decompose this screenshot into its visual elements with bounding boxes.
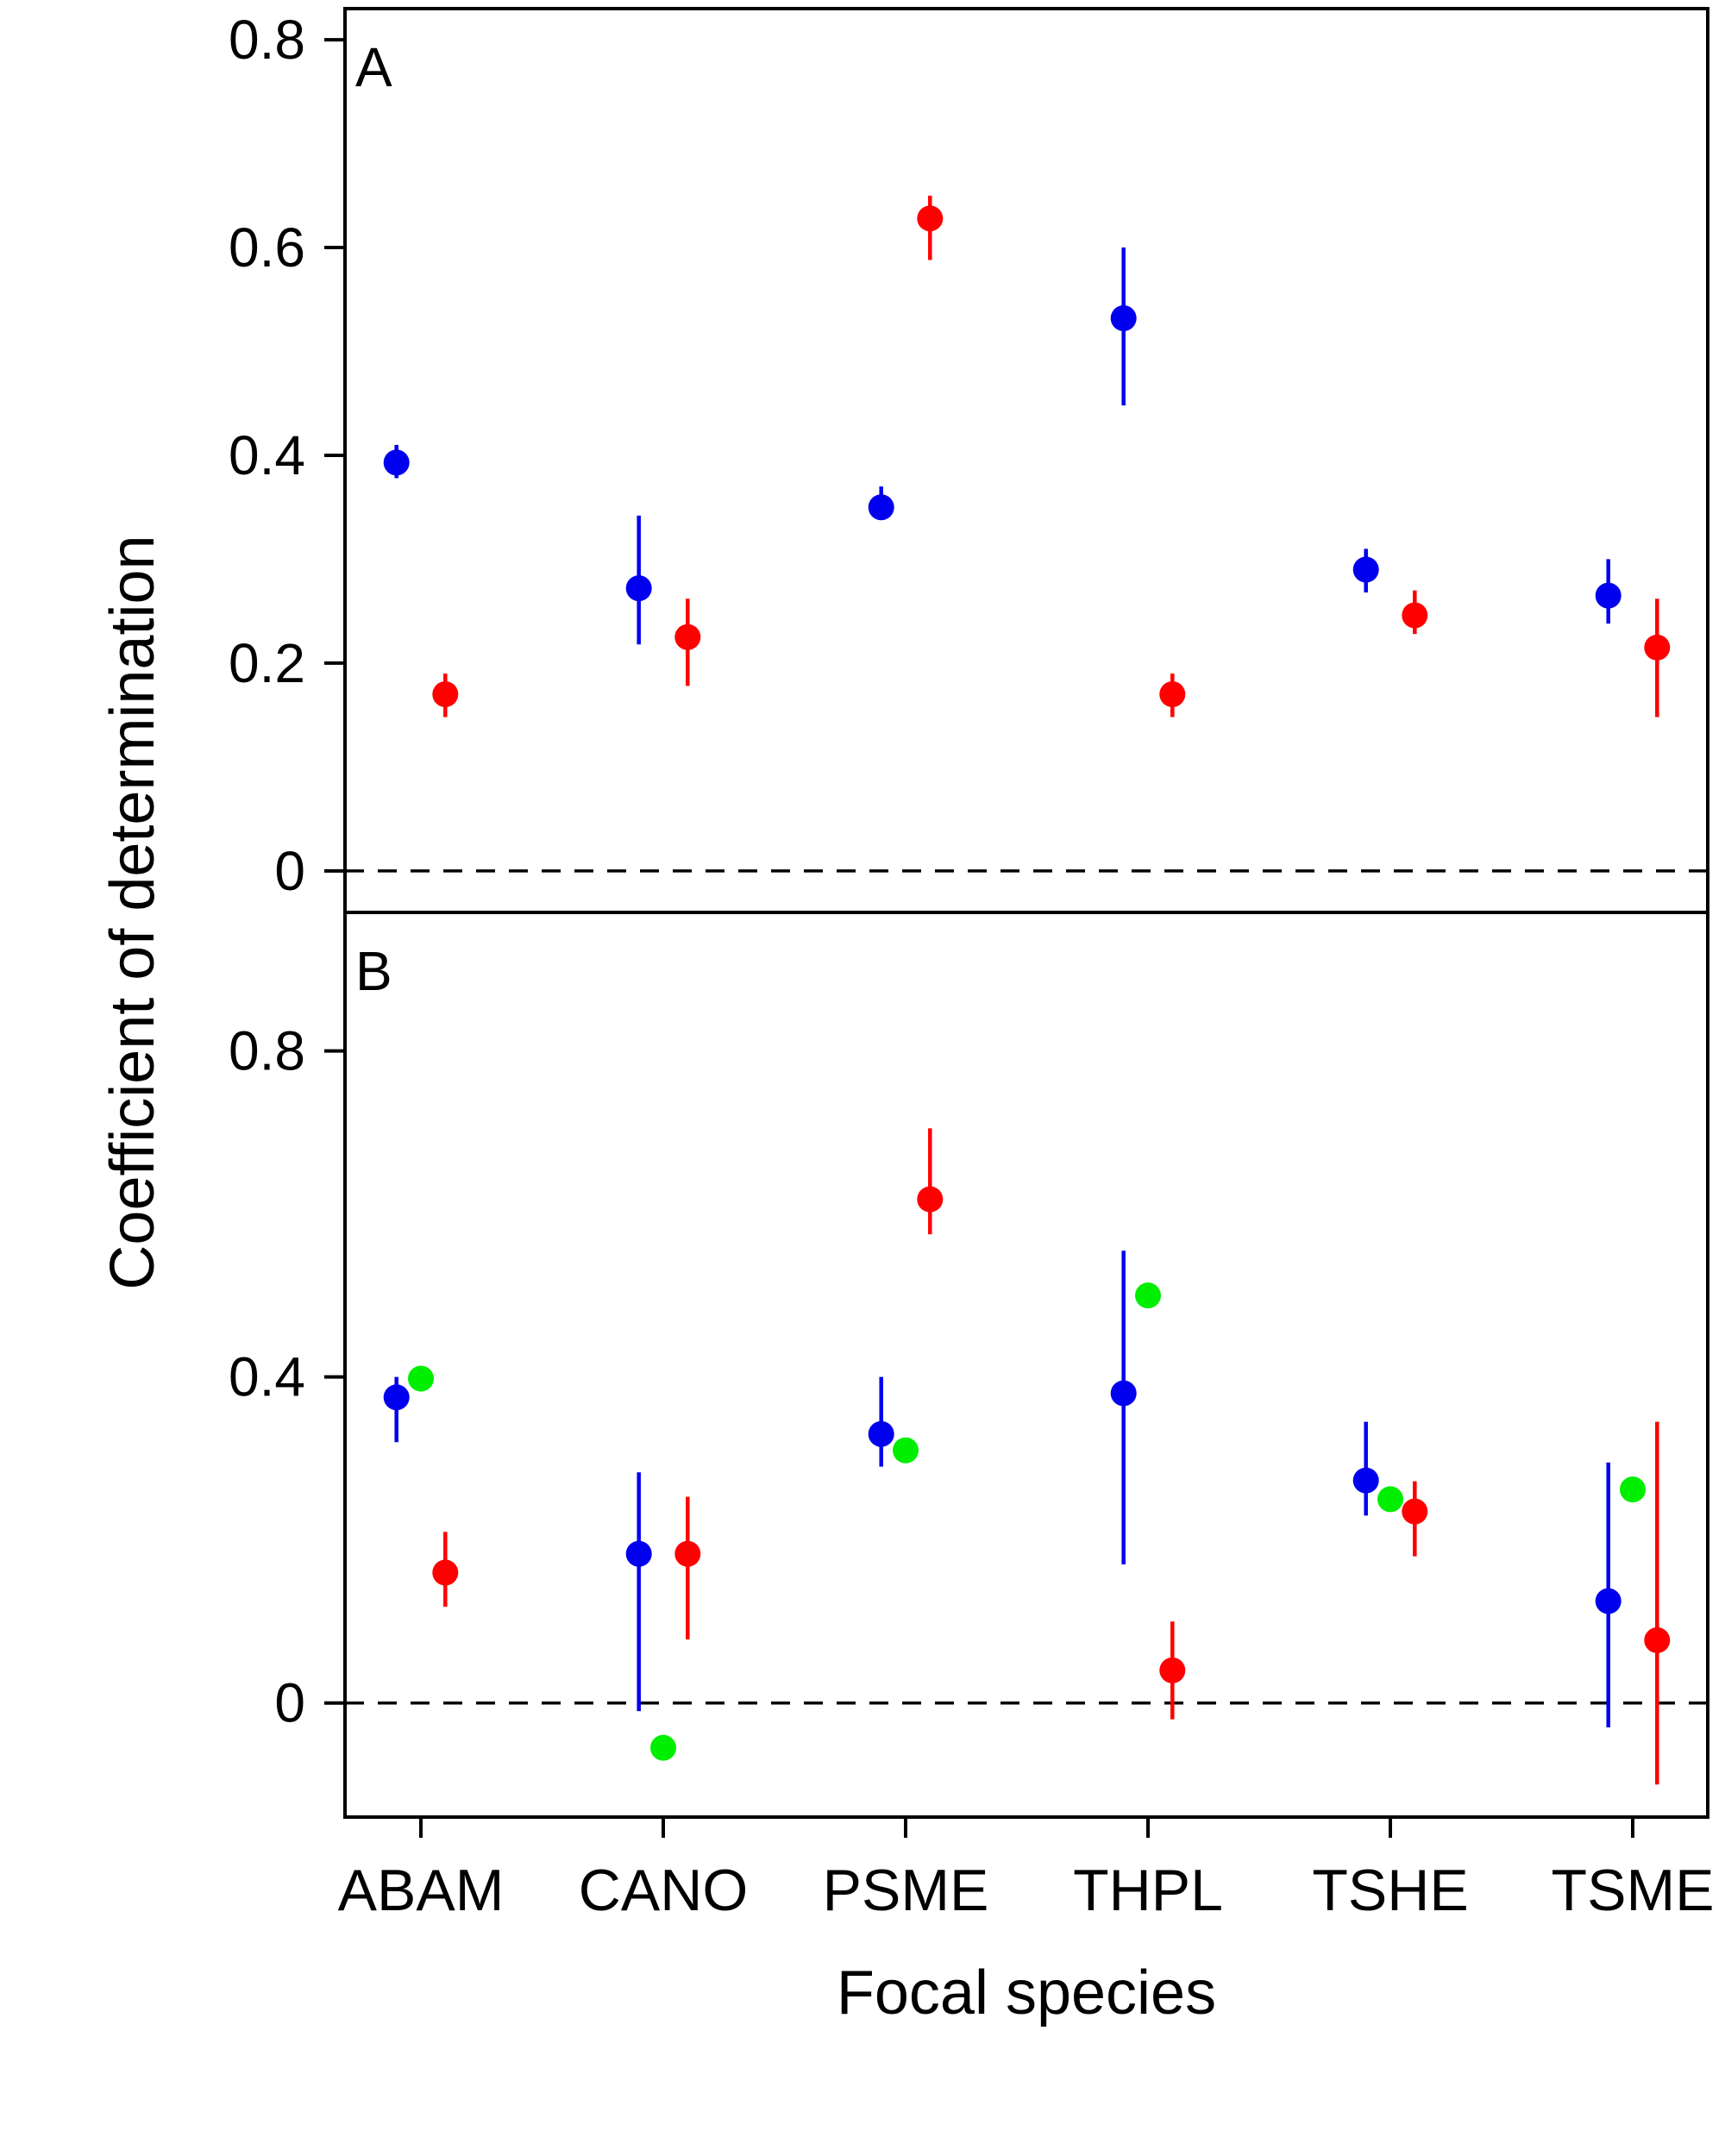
green-point xyxy=(408,1365,434,1392)
x-tick-label: THPL xyxy=(1073,1858,1223,1923)
red-point xyxy=(432,1559,459,1586)
blue-point xyxy=(1110,304,1137,331)
blue-point xyxy=(1595,1588,1622,1614)
blue-point xyxy=(868,1420,894,1447)
blue-point xyxy=(625,1540,652,1567)
blue-point xyxy=(1110,1380,1137,1407)
green-point xyxy=(1377,1486,1403,1513)
blue-point xyxy=(868,494,894,521)
y-tick-label: 0.4 xyxy=(229,1346,305,1408)
red-point xyxy=(1402,1498,1428,1525)
red-point xyxy=(1644,634,1671,661)
x-axis-title: Focal species xyxy=(837,1959,1216,2028)
blue-point xyxy=(383,449,410,476)
red-point xyxy=(674,1540,701,1567)
blue-point xyxy=(1595,582,1622,609)
y-tick-label: 0.4 xyxy=(229,424,305,486)
x-tick-label: PSME xyxy=(823,1858,989,1923)
blue-point xyxy=(1352,556,1379,583)
x-tick-label: TSHE xyxy=(1312,1858,1468,1923)
y-tick-label: 0.8 xyxy=(229,9,305,71)
red-point xyxy=(1644,1626,1671,1653)
red-point xyxy=(1402,602,1428,629)
green-point xyxy=(1135,1282,1161,1309)
red-point xyxy=(674,624,701,650)
y-tick-label: 0 xyxy=(274,840,305,902)
x-tick-label: ABAM xyxy=(338,1858,505,1923)
y-tick-label: 0.6 xyxy=(229,216,305,279)
y-tick-label: 0.8 xyxy=(229,1020,305,1082)
blue-point xyxy=(1352,1467,1379,1494)
plot-marks xyxy=(383,195,1671,1785)
y-tick-label: 0 xyxy=(274,1672,305,1734)
blue-point xyxy=(625,575,652,602)
red-point xyxy=(917,205,944,232)
y-tick-label: 0.2 xyxy=(229,632,305,694)
red-point xyxy=(432,681,459,708)
blue-point xyxy=(383,1384,410,1411)
red-point xyxy=(1159,1657,1186,1683)
y-axis-title: Coefficient of determination xyxy=(98,535,167,1289)
green-point xyxy=(1620,1476,1646,1503)
x-tick-label: CANO xyxy=(579,1858,748,1923)
red-point xyxy=(1159,681,1186,708)
green-point xyxy=(893,1437,919,1463)
x-tick-label: TSME xyxy=(1552,1858,1715,1923)
red-point xyxy=(917,1186,944,1213)
panel-label: B xyxy=(355,940,392,1002)
green-point xyxy=(650,1734,676,1761)
panel-label: A xyxy=(355,36,392,98)
